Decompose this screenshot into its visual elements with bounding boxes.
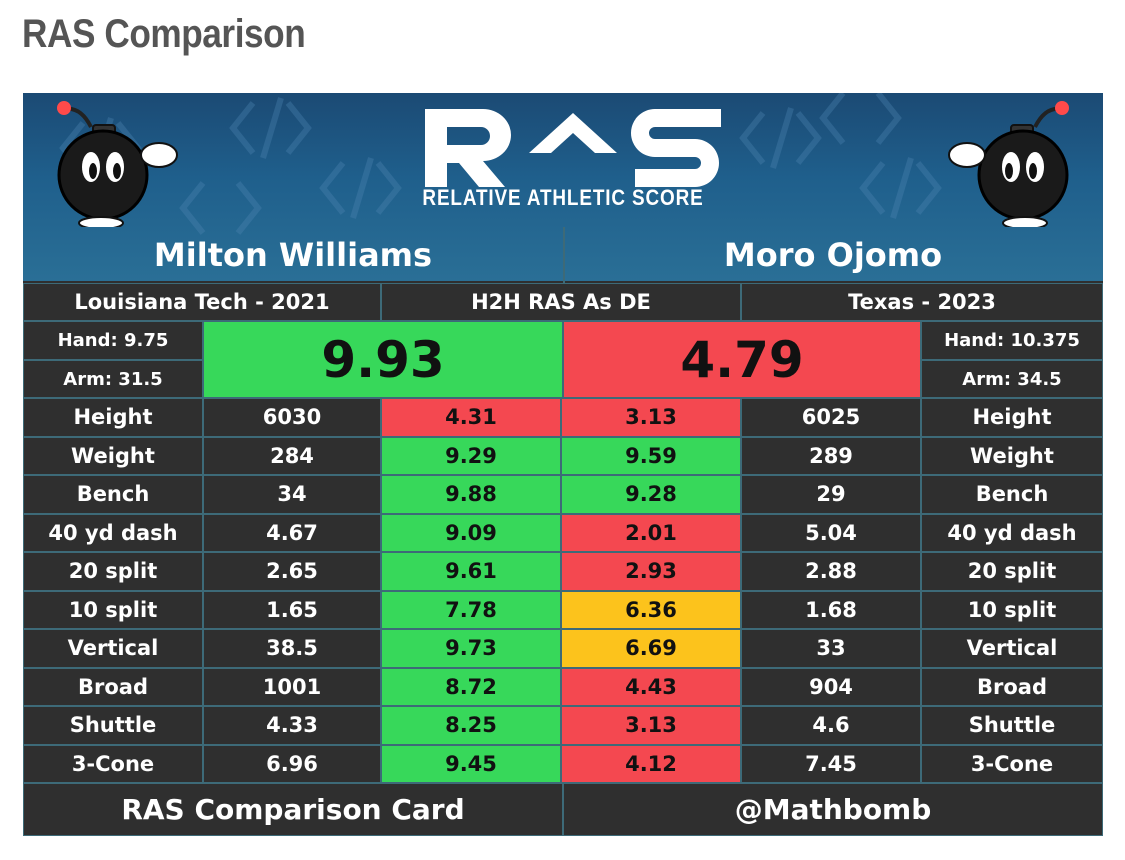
left-metric-score: 7.78 [381, 590, 561, 629]
left-metric-label: Shuttle [23, 706, 203, 745]
left-ras-score: 9.93 [203, 321, 563, 398]
left-metric-score: 9.61 [381, 552, 561, 591]
right-metric-value: 5.04 [741, 513, 921, 552]
ras-comparison-card: RELATIVE ATHLETIC SCORE Mi [23, 93, 1103, 836]
left-metric-label: Weight [23, 436, 203, 475]
left-metric-label: Height [23, 398, 203, 437]
right-metric-score: 3.13 [561, 706, 741, 745]
left-metric-score: 4.31 [381, 398, 561, 437]
right-metric-score: 6.36 [561, 590, 741, 629]
left-school-year: Louisiana Tech - 2021 [23, 283, 381, 321]
right-metric-value: 2.88 [741, 552, 921, 591]
left-metric-score: 8.72 [381, 667, 561, 706]
right-metric-score: 3.13 [561, 398, 741, 437]
left-metric-score: 9.73 [381, 629, 561, 668]
right-ras-score: 4.79 [563, 321, 921, 398]
right-metric-score: 2.93 [561, 552, 741, 591]
left-hand-size: Hand: 9.75 [23, 321, 203, 360]
left-player-name: Milton Williams [153, 236, 433, 274]
right-metric-value: 7.45 [741, 744, 921, 783]
right-metric-label: Broad [921, 667, 1103, 706]
right-metric-score: 9.28 [561, 475, 741, 514]
left-metric-value: 38.5 [203, 629, 381, 668]
right-player-name: Moro Ojomo [723, 236, 943, 274]
bomb-mascot-icon [57, 101, 178, 227]
left-metric-score: 9.45 [381, 744, 561, 783]
right-metric-score: 6.69 [561, 629, 741, 668]
name-divider [563, 227, 565, 283]
comparison-label: H2H RAS As DE [381, 283, 741, 321]
left-metric-label: Vertical [23, 629, 203, 668]
page-title: RAS Comparison [22, 12, 306, 56]
right-metric-label: 40 yd dash [921, 513, 1103, 552]
ras-banner: RELATIVE ATHLETIC SCORE Mi [23, 93, 1103, 281]
left-metric-value: 1001 [203, 667, 381, 706]
left-metric-label: Broad [23, 667, 203, 706]
right-metric-value: 6025 [741, 398, 921, 437]
left-metric-value: 4.67 [203, 513, 381, 552]
right-metric-value: 33 [741, 629, 921, 668]
right-metric-label: Bench [921, 475, 1103, 514]
left-metric-value: 1.65 [203, 590, 381, 629]
left-metric-score: 9.29 [381, 436, 561, 475]
player-names-row: Milton Williams Moro Ojomo [23, 227, 1103, 281]
right-metric-value: 4.6 [741, 706, 921, 745]
left-metric-value: 6030 [203, 398, 381, 437]
left-metric-label: Bench [23, 475, 203, 514]
left-metric-value: 34 [203, 475, 381, 514]
left-metric-value: 2.65 [203, 552, 381, 591]
right-hand-size: Hand: 10.375 [921, 321, 1103, 360]
right-school-year: Texas - 2023 [741, 283, 1103, 321]
left-metric-score: 9.88 [381, 475, 561, 514]
footer-card-title: RAS Comparison Card [23, 783, 563, 836]
left-metric-value: 6.96 [203, 744, 381, 783]
ras-logo-subtitle: RELATIVE ATHLETIC SCORE [422, 185, 704, 210]
right-metric-label: Shuttle [921, 706, 1103, 745]
left-metric-score: 8.25 [381, 706, 561, 745]
left-metric-label: 20 split [23, 552, 203, 591]
right-arm-length: Arm: 34.5 [921, 360, 1103, 398]
right-metric-value: 904 [741, 667, 921, 706]
footer-author-handle: @Mathbomb [563, 783, 1103, 836]
right-metric-label: 20 split [921, 552, 1103, 591]
left-metric-value: 284 [203, 436, 381, 475]
right-metric-value: 29 [741, 475, 921, 514]
right-metric-label: 10 split [921, 590, 1103, 629]
left-arm-length: Arm: 31.5 [23, 360, 203, 398]
right-metric-label: Height [921, 398, 1103, 437]
right-metric-label: Vertical [921, 629, 1103, 668]
right-metric-score: 2.01 [561, 513, 741, 552]
left-metric-label: 40 yd dash [23, 513, 203, 552]
right-metric-label: Weight [921, 436, 1103, 475]
bomb-mascot-icon [948, 101, 1069, 227]
right-metric-value: 289 [741, 436, 921, 475]
right-metric-label: 3-Cone [921, 744, 1103, 783]
left-metric-label: 3-Cone [23, 744, 203, 783]
left-metric-score: 9.09 [381, 513, 561, 552]
left-metric-label: 10 split [23, 590, 203, 629]
right-metric-score: 4.43 [561, 667, 741, 706]
right-metric-value: 1.68 [741, 590, 921, 629]
right-metric-score: 4.12 [561, 744, 741, 783]
left-metric-value: 4.33 [203, 706, 381, 745]
ras-logo-icon [425, 109, 721, 187]
right-metric-score: 9.59 [561, 436, 741, 475]
